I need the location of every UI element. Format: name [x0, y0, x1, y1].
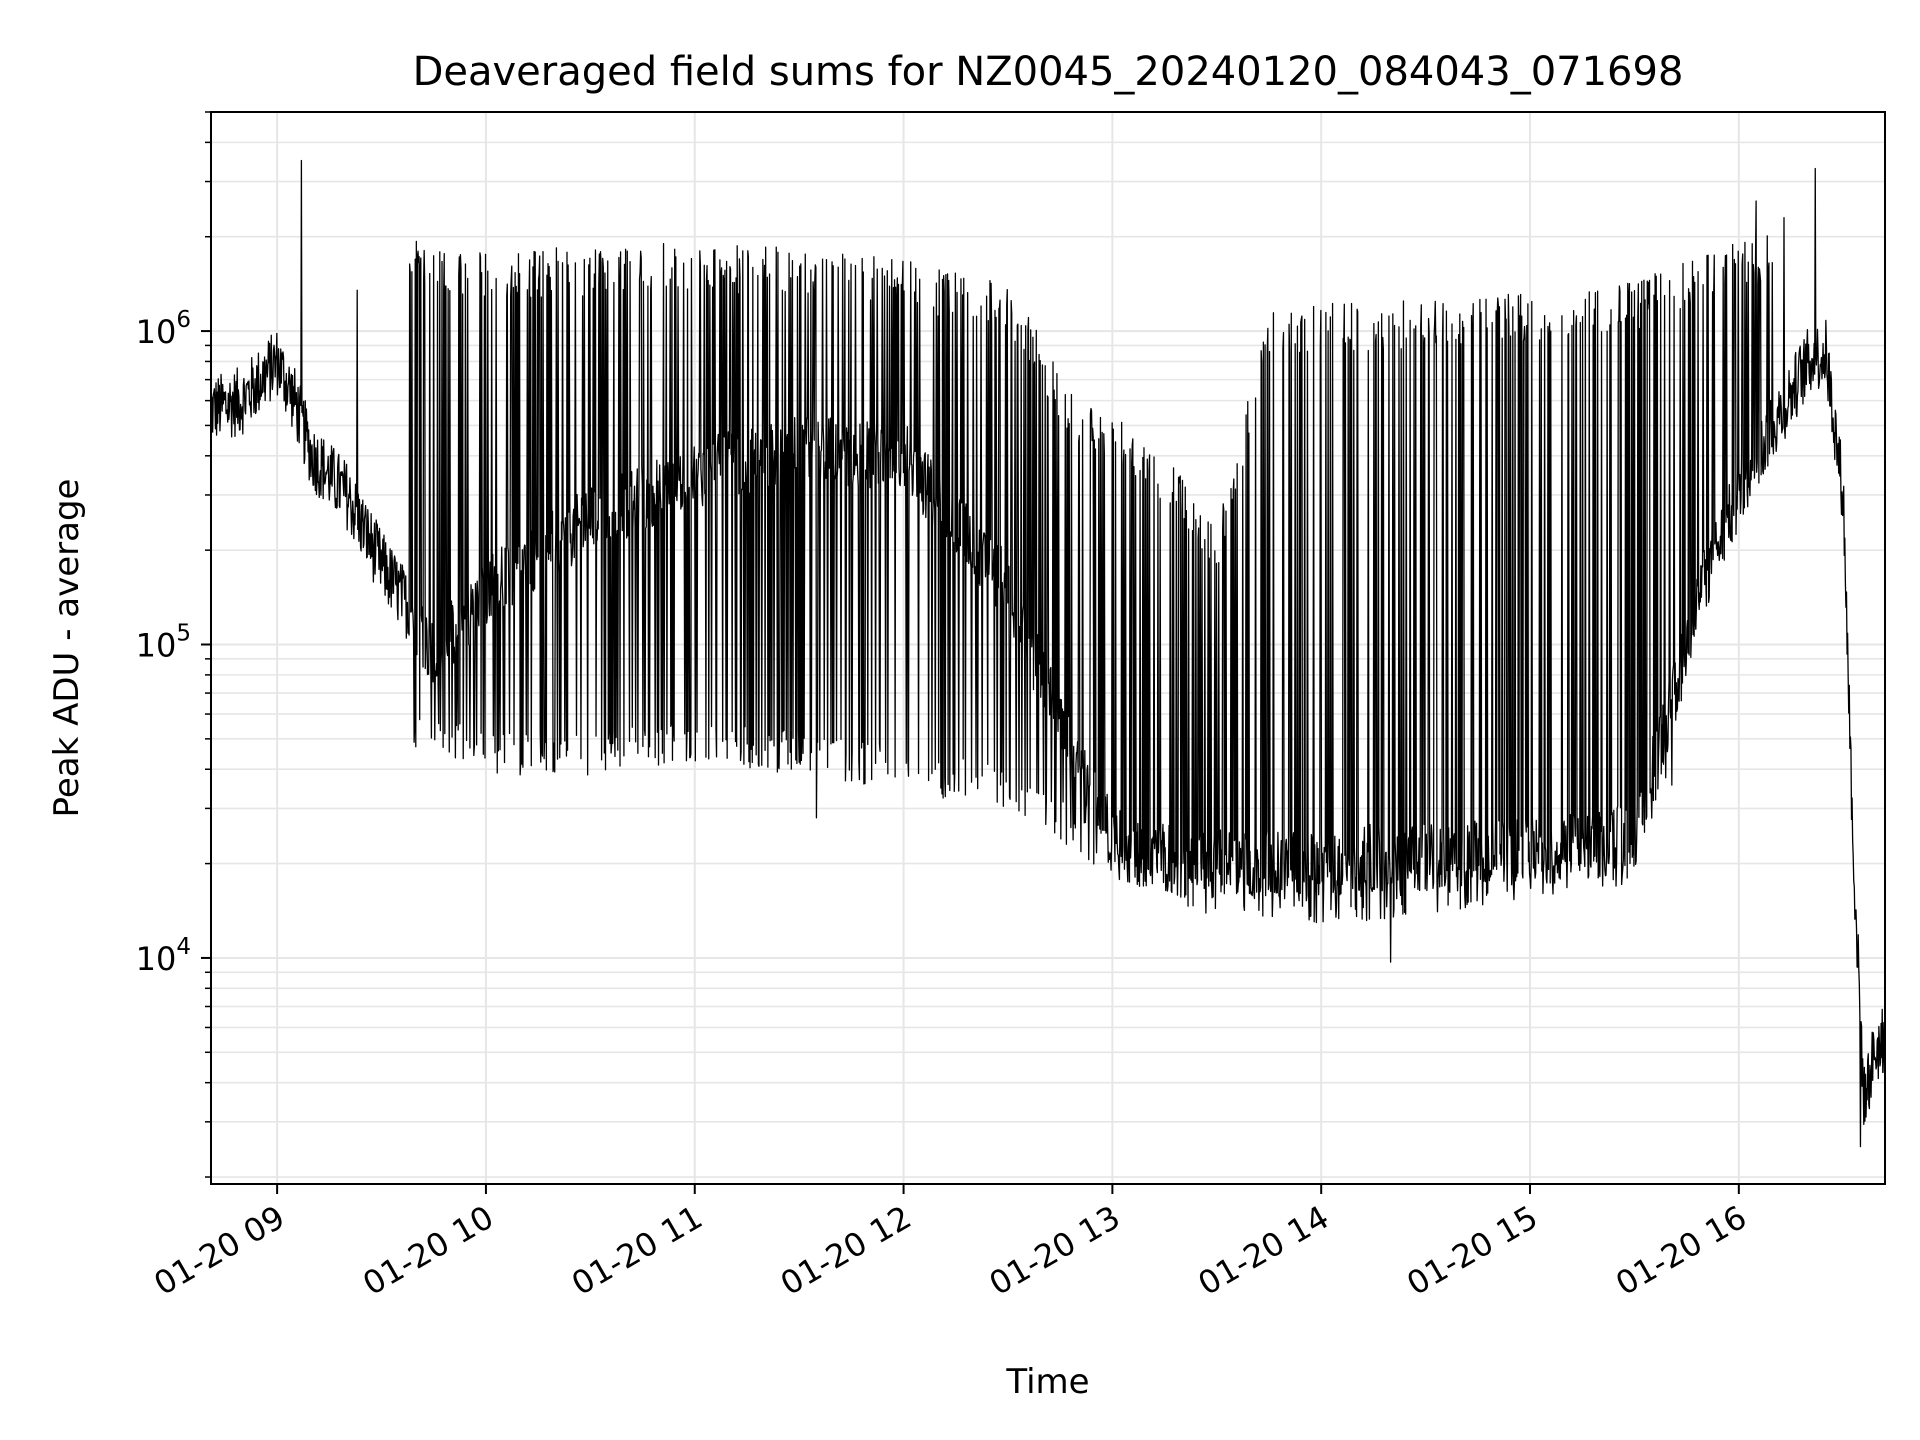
- plot-frame: [210, 111, 1886, 1185]
- y-tick-label: 106: [136, 307, 191, 351]
- y-tick-label: 104: [136, 934, 191, 978]
- x-axis-label: Time: [1005, 1362, 1089, 1402]
- y-tick-label: 105: [136, 621, 191, 665]
- chart-title: Deaveraged field sums for NZ0045_2024012…: [413, 49, 1684, 95]
- series-path: [210, 159, 1886, 1148]
- y-axis-label: Peak ADU - average: [47, 479, 87, 818]
- series-line: [210, 159, 1886, 1148]
- y-axis: 104 105 106: [136, 111, 211, 1178]
